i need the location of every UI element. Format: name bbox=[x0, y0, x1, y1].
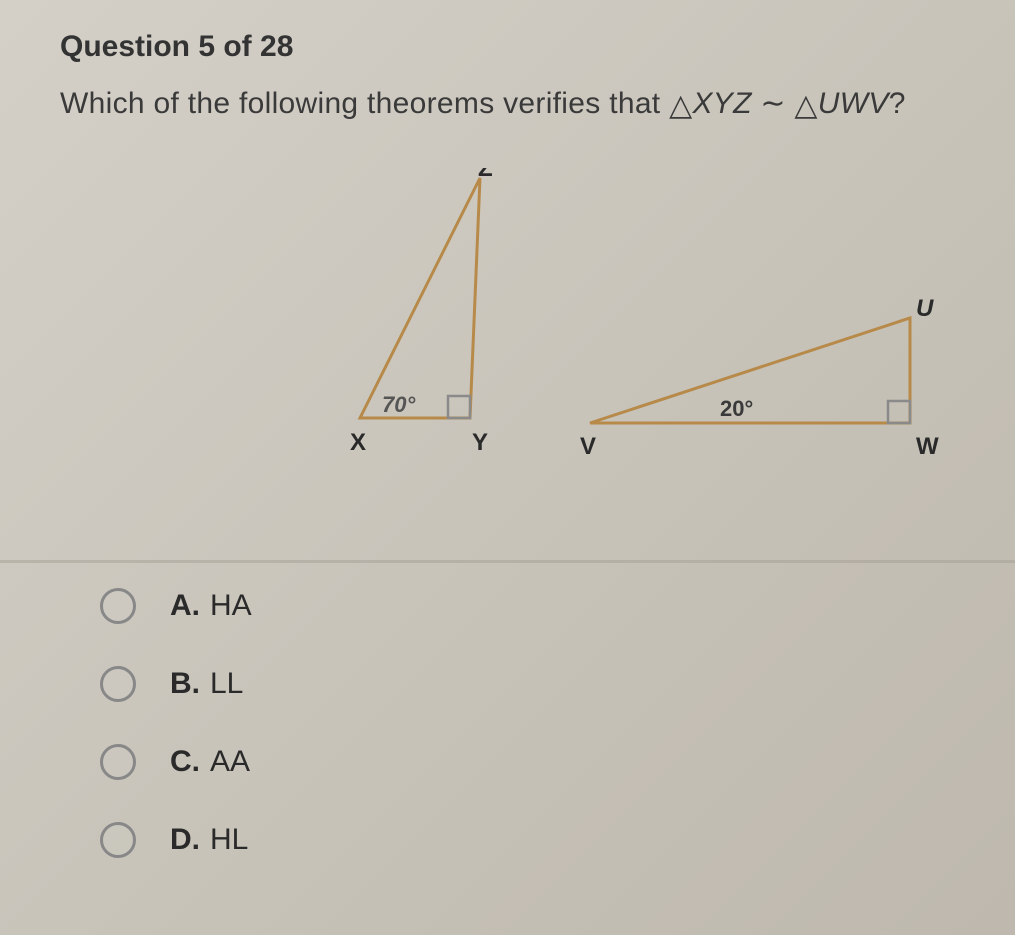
radio-icon[interactable] bbox=[100, 666, 136, 702]
vertex-label-x: X bbox=[350, 429, 366, 456]
option-c[interactable]: C. AA bbox=[100, 744, 955, 780]
radio-icon[interactable] bbox=[100, 744, 136, 780]
option-text: LL bbox=[210, 667, 243, 701]
option-letter: C. bbox=[170, 745, 200, 779]
option-letter: A. bbox=[170, 589, 200, 623]
vertex-label-z: Z bbox=[478, 168, 493, 182]
vertex-label-w: W bbox=[916, 433, 939, 460]
angle-label-v: 20° bbox=[720, 396, 753, 421]
vertex-label-u: U bbox=[916, 295, 934, 322]
question-heading: Question 5 of 28 bbox=[60, 30, 955, 64]
option-b[interactable]: B. LL bbox=[100, 666, 955, 702]
option-text: HA bbox=[210, 589, 252, 623]
section-divider bbox=[0, 560, 1015, 563]
option-d[interactable]: D. HL bbox=[100, 822, 955, 858]
option-text: AA bbox=[210, 745, 250, 779]
radio-icon[interactable] bbox=[100, 822, 136, 858]
triangle-uwv: 20° U V W bbox=[580, 268, 960, 468]
option-letter: B. bbox=[170, 667, 200, 701]
vertex-label-v: V bbox=[580, 433, 596, 460]
radio-icon[interactable] bbox=[100, 588, 136, 624]
stem-suffix: ? bbox=[889, 87, 906, 120]
triangle-symbol-1: △ bbox=[669, 84, 692, 128]
triangle-2-name: UWV bbox=[818, 87, 889, 120]
option-a[interactable]: A. HA bbox=[100, 588, 955, 624]
similar-symbol: ∼ bbox=[760, 87, 785, 120]
stem-prefix: Which of the following theorems verifies… bbox=[60, 87, 669, 120]
question-stem: Which of the following theorems verifies… bbox=[60, 82, 955, 128]
vertex-label-y: Y bbox=[472, 429, 488, 456]
figure-area: 70° X Y Z 20° U V W bbox=[60, 168, 955, 508]
option-letter: D. bbox=[170, 823, 200, 857]
angle-label-x: 70° bbox=[382, 392, 415, 417]
triangle-symbol-2: △ bbox=[794, 84, 817, 128]
option-list: A. HA B. LL C. AA D. HL bbox=[60, 588, 955, 858]
triangle-xyz: 70° X Y Z bbox=[350, 168, 550, 468]
option-text: HL bbox=[210, 823, 248, 857]
triangle-1-name: XYZ bbox=[692, 87, 751, 120]
